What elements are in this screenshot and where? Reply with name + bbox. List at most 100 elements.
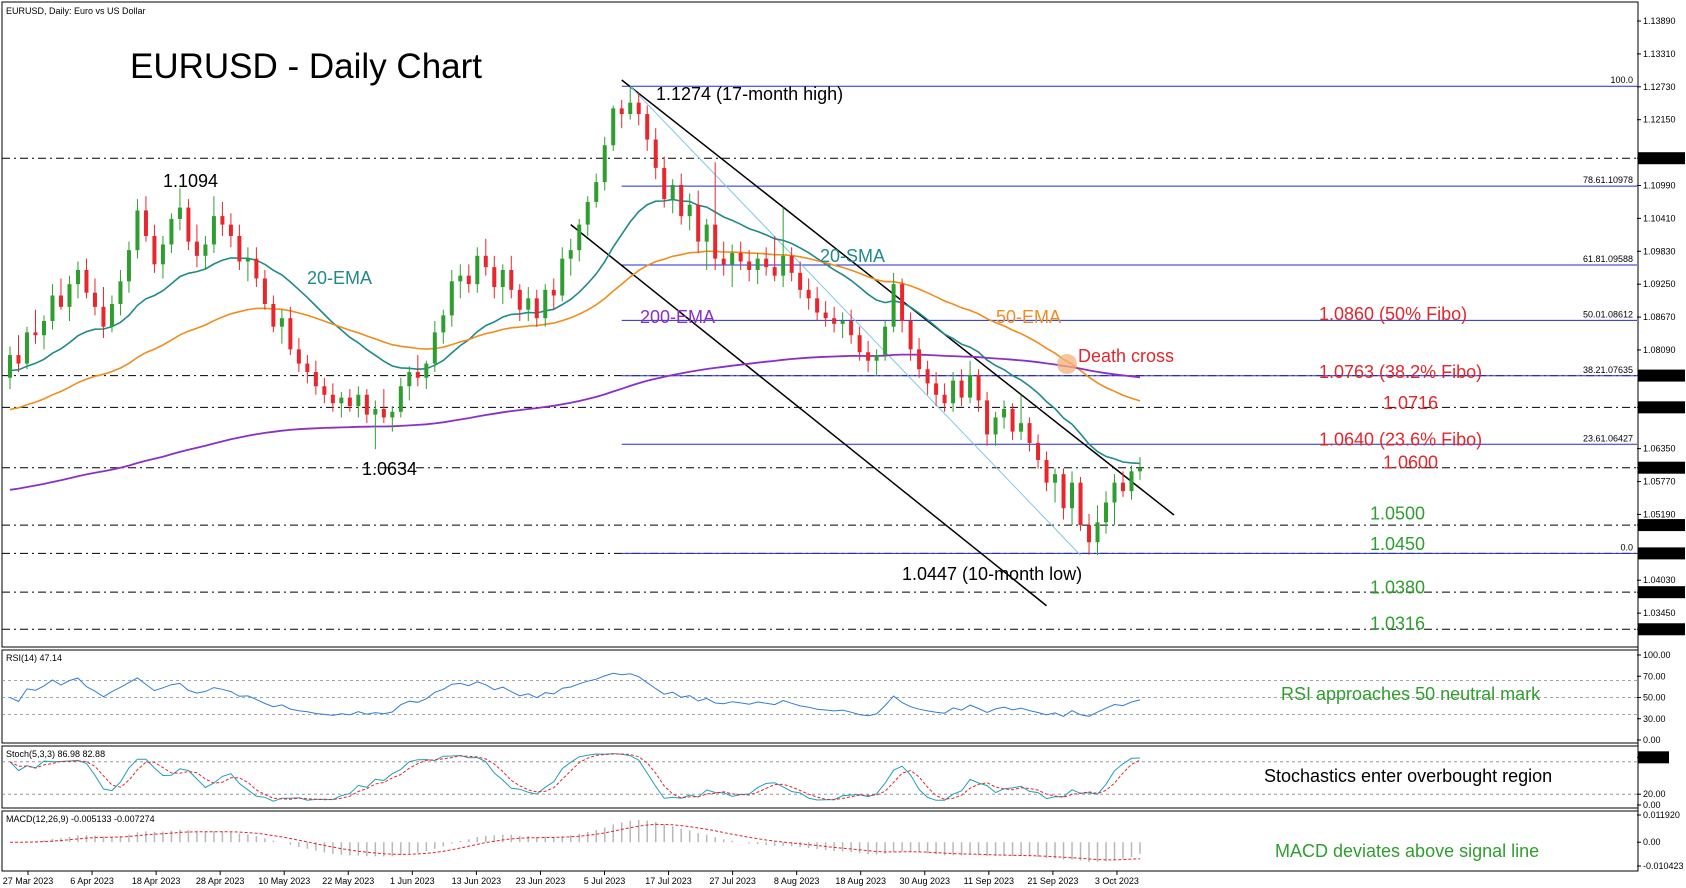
candle (364, 389, 369, 424)
candle (16, 335, 21, 373)
label-20-sma: 20-SMA (820, 246, 885, 266)
x-tick-label: 18 Apr 2023 (132, 876, 181, 886)
candle (8, 346, 12, 390)
level-label-0: 1.0860 (50% Fibo) (1319, 304, 1467, 324)
candle (1095, 505, 1100, 556)
y-tick-label: 1.07078 (1643, 402, 1676, 412)
candle (415, 355, 420, 387)
ema20-line (9, 198, 1141, 465)
candle (509, 255, 514, 299)
x-tick-label: 5 Jul 2023 (584, 876, 626, 886)
label-death-cross: Death cross (1078, 346, 1174, 366)
fibo-label-5: 23.61.06427 (1583, 433, 1633, 443)
candle (772, 235, 777, 282)
instrument-label: EURUSD, Daily: Euro vs US Dollar (6, 6, 146, 16)
y-tick-highlight (1638, 369, 1685, 382)
candle (109, 295, 114, 333)
candle (203, 235, 208, 270)
candle (1121, 471, 1126, 497)
candle (1138, 457, 1142, 480)
candle (466, 264, 471, 293)
stoch-signal-line (9, 753, 1141, 801)
candle (458, 264, 463, 299)
macd-panel (1, 810, 1639, 872)
candle (492, 255, 497, 299)
level-label-7: 1.0380 (1370, 577, 1425, 597)
candle (398, 377, 403, 418)
candle (823, 301, 828, 327)
candle (755, 252, 760, 285)
candle (781, 207, 786, 288)
candle (891, 272, 896, 333)
candle (968, 360, 973, 404)
macd-label: MACD(12,26,9) -0.005133 -0.007274 (6, 814, 155, 824)
candle (432, 321, 437, 373)
candle (594, 173, 599, 208)
candle (738, 241, 743, 270)
annotation-1-0634: 1.0634 (362, 459, 417, 479)
channel-lower (570, 224, 1048, 607)
candle (75, 261, 80, 299)
y-tick-label: 1.05770 (1643, 477, 1676, 487)
death-cross-marker (1057, 354, 1077, 374)
candle (483, 238, 488, 276)
candle (1061, 468, 1066, 520)
indicator-tick-label: 0.00 (1643, 735, 1661, 745)
candle (670, 179, 675, 214)
x-tick-label: 17 Jul 2023 (645, 876, 692, 886)
candle (713, 162, 718, 270)
candle (798, 261, 803, 299)
fibo-label-0: 100.0 (1610, 75, 1633, 85)
candle (347, 389, 352, 412)
y-tick-label: 1.04503 (1643, 548, 1676, 558)
indicator-tick-label: 20.00 (1643, 789, 1666, 799)
candle (806, 278, 811, 310)
candle (313, 360, 318, 395)
x-tick-label: 1 Jun 2023 (390, 876, 435, 886)
candle (1027, 417, 1032, 452)
rsi-panel (1, 649, 1639, 744)
indicator-tick-label: 0.00 (1643, 800, 1661, 810)
fibo-label-3: 50.01.08612 (1583, 309, 1633, 319)
candle (636, 93, 641, 126)
stoch-label: Stoch(5,3,3) 86.98 82.88 (6, 749, 105, 759)
level-label-1: 1.0763 (38.2% Fibo) (1319, 362, 1482, 382)
ema50-line (9, 250, 1141, 411)
level-label-5: 1.0500 (1370, 504, 1425, 524)
y-tick-label: 1.08090 (1643, 345, 1676, 355)
candle (951, 372, 956, 412)
candle (543, 284, 548, 327)
candle (211, 196, 216, 253)
candle (118, 269, 123, 316)
indicator-tick-label: 70.00 (1643, 671, 1666, 681)
indicator-tick-label: 0.011920 (1643, 810, 1680, 820)
candle (942, 383, 947, 412)
candle (679, 173, 684, 225)
candle (934, 372, 939, 407)
candle (721, 241, 726, 276)
candle (288, 306, 293, 356)
level-label-8: 1.0316 (1370, 614, 1425, 634)
x-tick-label: 18 Aug 2023 (835, 876, 886, 886)
indicator-tick-label: -0.010423 (1643, 861, 1684, 871)
candles (8, 86, 1142, 556)
x-tick-label: 11 Sep 2023 (964, 876, 1014, 886)
macd-commentary: MACD deviates above signal line (1275, 841, 1539, 861)
candle (900, 278, 905, 333)
candle (1010, 403, 1015, 441)
candle (475, 247, 480, 293)
date-axis: 27 Mar 2023 6 Apr 2023 18 Apr 2023 28 Apr 2… (3, 871, 1139, 886)
candle (1070, 471, 1075, 526)
candle (330, 383, 335, 412)
label-200-ema: 200-EMA (640, 307, 715, 327)
candle (177, 188, 182, 231)
label-20-ema: 20-EMA (307, 268, 372, 288)
candle (407, 366, 412, 401)
candle (305, 355, 310, 384)
candle (228, 213, 233, 248)
y-tick-label: 1.06350 (1643, 444, 1676, 454)
y-tick-highlight (1638, 461, 1685, 474)
candle (908, 312, 913, 361)
candle (101, 287, 106, 339)
